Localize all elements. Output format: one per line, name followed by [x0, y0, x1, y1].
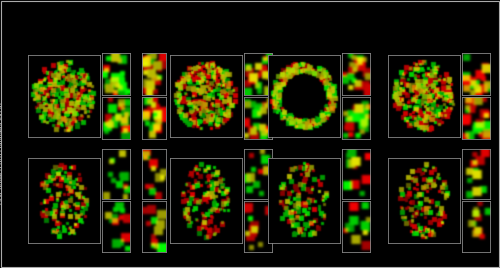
- Text: D: D: [383, 8, 392, 18]
- Bar: [404, 4, 472, 15]
- Bar: [32, 10, 61, 24]
- Text: 4 h untreated: 4 h untreated: [291, 39, 349, 49]
- Text: EdU: EdU: [40, 14, 52, 20]
- Bar: [422, 206, 432, 220]
- Text: early S: early S: [2, 81, 12, 111]
- Bar: [472, 4, 490, 15]
- Bar: [283, 10, 347, 24]
- Bar: [146, 4, 250, 15]
- Bar: [207, 97, 219, 111]
- Bar: [407, 73, 419, 87]
- Bar: [266, 10, 364, 24]
- Bar: [408, 177, 418, 191]
- Bar: [47, 73, 59, 87]
- Bar: [61, 10, 109, 24]
- Bar: [386, 4, 404, 15]
- Bar: [386, 4, 490, 15]
- Bar: [219, 4, 250, 15]
- Text: EdU: EdU: [156, 7, 167, 12]
- Bar: [32, 10, 130, 24]
- Bar: [62, 206, 72, 220]
- Text: 0,5 h Tpt-treated: 0,5 h Tpt-treated: [164, 39, 236, 49]
- Bar: [288, 177, 298, 191]
- Bar: [266, 10, 283, 24]
- Text: 0,5 h Tpt: 0,5 h Tpt: [194, 18, 220, 23]
- Text: EdU: EdU: [390, 7, 400, 12]
- Bar: [425, 97, 437, 111]
- Bar: [146, 15, 164, 26]
- Text: B: B: [143, 8, 152, 18]
- Text: BrdU: BrdU: [348, 14, 363, 20]
- Text: BrdU: BrdU: [112, 14, 127, 20]
- Bar: [65, 97, 77, 111]
- Text: 4 h Tpt: 4 h Tpt: [432, 18, 452, 23]
- Text: late S: late S: [2, 188, 12, 213]
- Text: C: C: [263, 8, 271, 18]
- Text: EdU: EdU: [268, 14, 280, 20]
- Text: BrdU: BrdU: [228, 7, 241, 12]
- Bar: [190, 177, 200, 191]
- Text: A: A: [23, 8, 32, 18]
- Bar: [287, 73, 299, 87]
- Bar: [48, 177, 58, 191]
- Text: First pulse (EdU) commencing in:: First pulse (EdU) commencing in:: [0, 100, 4, 204]
- Text: BrdU: BrdU: [474, 7, 488, 12]
- Bar: [302, 206, 312, 220]
- Bar: [386, 15, 490, 26]
- Bar: [305, 97, 317, 111]
- Bar: [177, 4, 219, 15]
- Bar: [189, 73, 201, 87]
- Text: 4 h Tpt-treated: 4 h Tpt-treated: [408, 39, 472, 49]
- Text: 0,5 h untreated: 0,5 h untreated: [48, 39, 112, 49]
- Bar: [146, 4, 177, 15]
- Bar: [204, 206, 214, 220]
- Bar: [347, 10, 364, 24]
- Bar: [146, 15, 250, 26]
- Bar: [386, 15, 394, 26]
- Bar: [109, 10, 130, 24]
